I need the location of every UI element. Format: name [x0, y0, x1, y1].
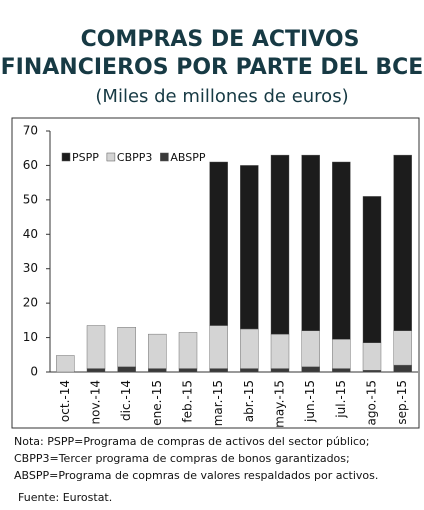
legend-swatch	[160, 152, 169, 162]
x-tick-label: nov.-14	[89, 380, 103, 425]
y-tick-label: 0	[30, 365, 38, 379]
bar-segment	[86, 325, 106, 369]
bar-segment	[332, 161, 351, 340]
x-tick-label: may.-15	[273, 380, 287, 428]
x-tick-label: mar.-15	[211, 380, 225, 426]
x-tick-label: dic.-14	[119, 380, 133, 421]
bar-segment	[332, 368, 351, 373]
bar-segment	[240, 328, 259, 369]
bar-segment	[240, 368, 259, 373]
bar-segment	[393, 330, 412, 366]
bar-segment	[148, 333, 167, 369]
x-tick-label: ago.-15	[365, 380, 379, 426]
bar-segment	[270, 333, 290, 369]
bar-segment	[86, 368, 106, 373]
legend-label: ABSPP	[170, 151, 205, 164]
bar-segment	[178, 368, 198, 373]
y-tick-label: 20	[23, 296, 38, 310]
y-tick-label: 10	[23, 330, 38, 344]
y-tick-label: 40	[23, 227, 38, 241]
x-tick-label: abr.-15	[242, 380, 256, 422]
bar-segment	[148, 368, 167, 373]
bar-segment	[393, 154, 412, 331]
legend-swatch	[61, 152, 71, 162]
bar-segment	[209, 161, 228, 326]
bar-segment	[362, 370, 382, 373]
chart-frame	[11, 117, 420, 429]
x-tick-label: jul.-15	[334, 380, 348, 419]
y-tick-label: 50	[23, 192, 38, 206]
bar-segment	[393, 364, 412, 373]
chart-subtitle: (Miles de millones de euros)	[95, 86, 348, 107]
bar-segment	[270, 368, 290, 373]
chart-title: FINANCIEROS POR PARTE DEL BCE	[1, 55, 424, 80]
bar-segment	[117, 366, 136, 373]
x-tick-label: jun.-15	[303, 380, 317, 423]
bar-segment	[178, 332, 198, 369]
bar-segment	[362, 342, 382, 371]
bar-segment	[362, 196, 382, 343]
x-tick-label: oct.-14	[58, 380, 72, 422]
bar-segment	[56, 355, 75, 373]
bar-segment	[301, 330, 320, 368]
note: ABSPP=Programa de copmras de valores res…	[14, 469, 378, 482]
note: CBPP3=Tercer programa de compras de bono…	[14, 452, 350, 465]
note: Nota: PSPP=Programa de compras de activo…	[14, 435, 370, 448]
legend-label: PSPP	[72, 151, 99, 164]
x-tick-label: feb.-15	[181, 380, 195, 423]
bar-segment	[301, 366, 320, 373]
y-tick-label: 70	[23, 124, 38, 138]
bar-segment	[270, 154, 290, 335]
bar-segment	[301, 154, 320, 331]
chart-title: COMPRAS DE ACTIVOS	[81, 27, 360, 52]
y-tick-label: 60	[23, 158, 38, 172]
bar-segment	[240, 165, 259, 330]
legend-label: CBPP3	[117, 151, 153, 164]
bar-segment	[117, 327, 136, 368]
bar-segment	[209, 368, 228, 373]
y-tick-label: 30	[23, 261, 38, 275]
source: Fuente: Eurostat.	[18, 491, 112, 504]
bar-segment	[332, 339, 351, 369]
x-tick-label: sep.-15	[395, 380, 409, 425]
legend-swatch	[106, 152, 116, 162]
x-tick-label: ene.-15	[150, 380, 164, 426]
bar-segment	[209, 325, 228, 369]
